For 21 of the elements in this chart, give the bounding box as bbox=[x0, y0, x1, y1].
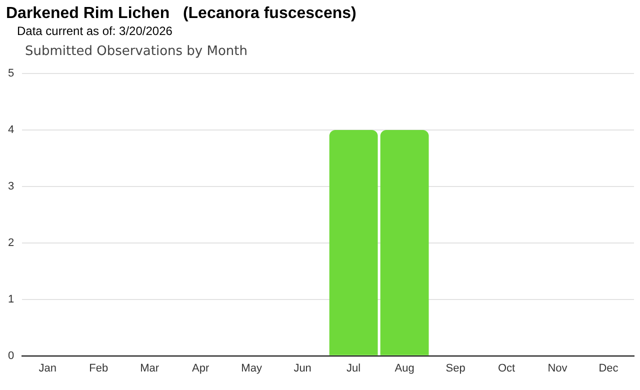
y-tick-label: 3 bbox=[8, 180, 14, 193]
y-tick-label: 0 bbox=[8, 350, 14, 362]
y-tick-label: 4 bbox=[8, 124, 14, 136]
chart-title: Darkened Rim Lichen (Lecanora fuscescens) bbox=[5, 4, 358, 23]
x-tick-label: Oct bbox=[498, 362, 516, 374]
x-tick-label: May bbox=[241, 362, 262, 374]
x-tick-label: Jul bbox=[346, 362, 361, 374]
x-tick-label: Feb bbox=[89, 362, 108, 374]
y-tick-label: 1 bbox=[8, 293, 14, 306]
x-tick-label: Nov bbox=[548, 362, 568, 374]
chart-subtitle: Data current as of: 3/20/2026 bbox=[16, 23, 174, 38]
x-tick-label: Mar bbox=[140, 362, 160, 374]
x-tick-label: Jun bbox=[294, 362, 312, 374]
y-tick-label: 5 bbox=[8, 68, 14, 80]
x-tick-label: Dec bbox=[598, 362, 619, 374]
text: Submitted Observations by Month bbox=[24, 43, 248, 59]
x-tick-label: Sep bbox=[446, 362, 466, 374]
x-tick-label: Jan bbox=[38, 362, 56, 374]
y-tick-label: 2 bbox=[8, 236, 14, 249]
x-tick-label: Aug bbox=[394, 362, 414, 374]
x-tick-label: Apr bbox=[192, 362, 210, 374]
